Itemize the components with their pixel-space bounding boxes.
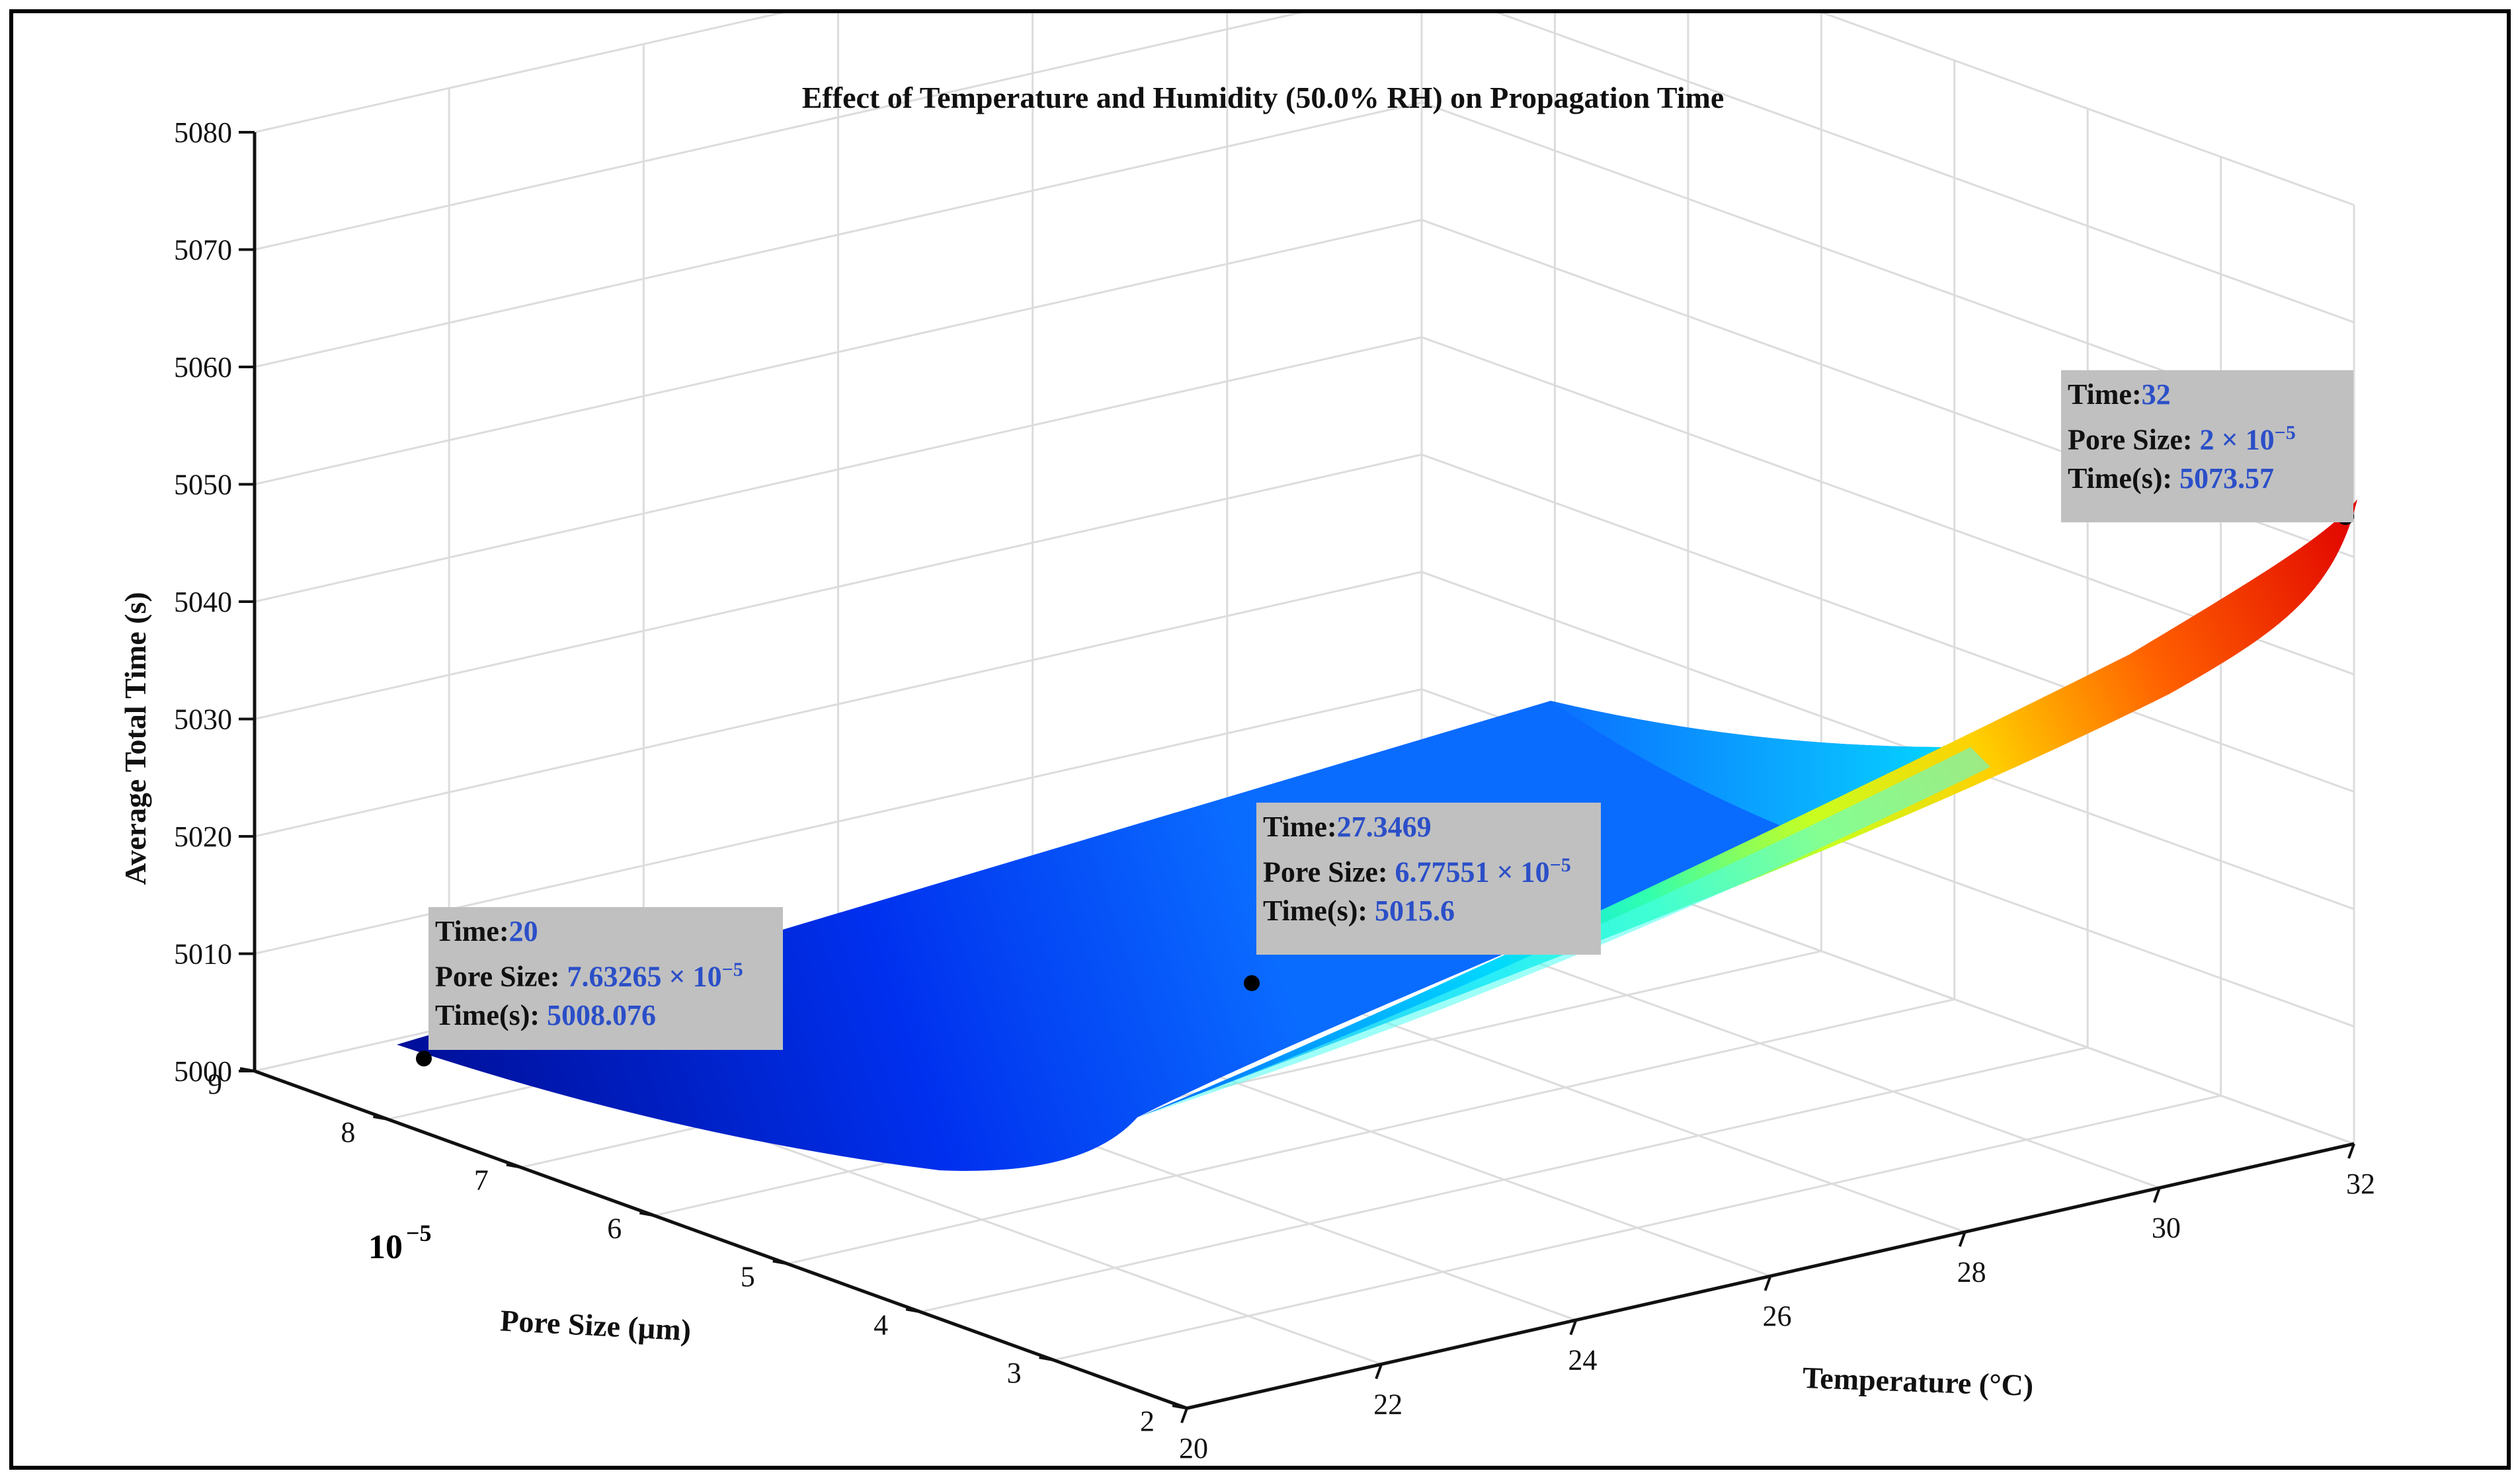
surface-lip xyxy=(1551,701,1971,833)
datatip-2-t-label: Time(s): xyxy=(1263,894,1368,927)
grid-right-z-7 xyxy=(1496,13,2355,323)
z-tick-label-4: 5040 xyxy=(174,586,232,618)
x-tick-label-5: 30 xyxy=(2152,1212,2181,1244)
datatip-3-t-value: 5073.57 xyxy=(2179,461,2275,495)
datatip-1-time-label: Time: xyxy=(435,915,509,947)
datatip-1-pore-value: 7.63265 × 10 xyxy=(567,960,722,993)
x-tick-2 xyxy=(1569,1319,1578,1336)
grid-floor-pore-3 xyxy=(787,998,1955,1265)
y-tick-3 xyxy=(772,1259,788,1265)
x-tick-3 xyxy=(1764,1275,1772,1291)
y-tick-6 xyxy=(373,1115,388,1121)
datatip-2-t-value: 5015.6 xyxy=(1375,894,1455,927)
grid-floor-pore-2 xyxy=(920,1046,2088,1313)
axis-labels: Effect of Temperature and Humidity (50.0… xyxy=(118,81,2034,1402)
datatip-1-t-value: 5008.076 xyxy=(547,998,657,1031)
datatip-3[interactable]: Time:32 Pore Size: 2 × 10−5 Time(s): 507… xyxy=(2061,370,2353,522)
y-axis-line xyxy=(254,1069,1188,1410)
datatip-2-pore-value: 6.77551 × 10 xyxy=(1395,856,1550,889)
z-tick-label-0: 5000 xyxy=(174,1055,232,1088)
datatip-1-time-value: 20 xyxy=(508,915,538,947)
y-exponent-power: −5 xyxy=(406,1220,432,1246)
y-tick-label-7: 9 xyxy=(208,1068,222,1100)
datatip-1-t-label: Time(s): xyxy=(435,998,540,1031)
grid-right-z-8 xyxy=(1820,13,2355,206)
grid-right-z-2 xyxy=(1421,571,2355,910)
x-tick-6 xyxy=(2347,1143,2355,1159)
z-tick-label-1: 5010 xyxy=(174,938,232,971)
grid-back-z-8 xyxy=(254,13,785,134)
x-tick-5 xyxy=(2152,1187,2161,1203)
figure-frame: 20 22 24 26 28 30 32 2 3 4 5 6 7 8 9 5000 5010 5020 5030 50… xyxy=(9,9,2511,1470)
x-tick-label-2: 24 xyxy=(1568,1344,1597,1377)
datatip-3-pore-value: 2 × 10 xyxy=(2199,423,2275,456)
grid-back-z-3 xyxy=(254,454,1422,720)
datatip-2-pore-label: Pore Size: xyxy=(1263,856,1388,889)
y-tick-label-1: 3 xyxy=(1007,1357,1022,1389)
z-axis-label: Average Total Time (s) xyxy=(118,592,152,885)
x-tick-label-1: 22 xyxy=(1373,1388,1402,1420)
x-tick-label-3: 26 xyxy=(1763,1300,1792,1332)
x-tick-label-4: 28 xyxy=(1957,1256,1986,1288)
datatip-2-time-label: Time: xyxy=(1263,811,1337,843)
z-tick-label-3: 5030 xyxy=(174,703,232,736)
datatip-3-time-value: 32 xyxy=(2141,378,2171,411)
datatip-3-time-label: Time: xyxy=(2068,378,2142,411)
y-tick-label-6: 8 xyxy=(341,1116,355,1148)
grid-back-z-5 xyxy=(254,219,1422,485)
z-tick-label-5: 5050 xyxy=(174,469,232,501)
x-tick-label-0: 20 xyxy=(1179,1432,1208,1464)
y-tick-label-0: 2 xyxy=(1140,1405,1155,1437)
y-tick-label-5: 7 xyxy=(474,1164,489,1197)
y-tick-0 xyxy=(1172,1404,1188,1410)
datatip-marker-2[interactable] xyxy=(1244,975,1260,991)
datatip-2-time-value: 27.3469 xyxy=(1336,811,1432,843)
z-tick-label-2: 5020 xyxy=(174,820,232,853)
y-tick-label-4: 6 xyxy=(607,1213,622,1245)
grid-back-z-2 xyxy=(254,571,1422,838)
y-tick-label-2: 4 xyxy=(874,1308,888,1341)
datatip-1-pore-exp: −5 xyxy=(721,959,743,980)
x-tick-0 xyxy=(1180,1408,1188,1423)
datatip-3-t-label: Time(s): xyxy=(2068,461,2173,495)
x-tick-1 xyxy=(1375,1363,1383,1380)
y-tick-5 xyxy=(506,1163,522,1169)
datatip-3-pore-exp: −5 xyxy=(2274,422,2296,444)
datatip-1[interactable]: Time:20 Pore Size: 7.63265 × 10−5 Time(s… xyxy=(428,907,783,1050)
datatip-2-pore-exp: −5 xyxy=(1549,854,1571,876)
grid-back-z-4 xyxy=(254,336,1422,603)
z-tick-label-8: 5080 xyxy=(174,116,232,149)
grid-back-z-7 xyxy=(254,13,1303,251)
surface-edge-highlight xyxy=(1137,747,1990,1117)
x-axis-label: Temperature (°C) xyxy=(1802,1361,2034,1402)
y-exponent-base: 10 xyxy=(368,1228,403,1266)
y-tick-label-3: 5 xyxy=(741,1260,755,1293)
datatip-2[interactable]: Time:27.3469 Pore Size: 6.77551 × 10−5 T… xyxy=(1256,803,1601,955)
grid-back-z-6 xyxy=(254,101,1422,368)
x-tick-label-6: 32 xyxy=(2346,1168,2375,1200)
z-tick-label-6: 5060 xyxy=(174,351,232,383)
y-tick-1 xyxy=(1039,1356,1054,1362)
grid-right-z-3 xyxy=(1421,454,2355,793)
grid-floor-pore-1 xyxy=(1053,1094,2221,1361)
y-tick-4 xyxy=(639,1211,655,1217)
datatip-marker-1[interactable] xyxy=(416,1051,432,1066)
z-tick-label-7: 5070 xyxy=(174,234,232,266)
y-tick-2 xyxy=(905,1308,921,1314)
datatip-1-pore-label: Pore Size: xyxy=(435,960,560,993)
y-axis-label: Pore Size (µm) xyxy=(499,1303,692,1347)
datatip-3-pore-label: Pore Size: xyxy=(2068,423,2193,456)
x-tick-4 xyxy=(1958,1231,1967,1248)
chart-title: Effect of Temperature and Humidity (50.0… xyxy=(802,81,1725,114)
